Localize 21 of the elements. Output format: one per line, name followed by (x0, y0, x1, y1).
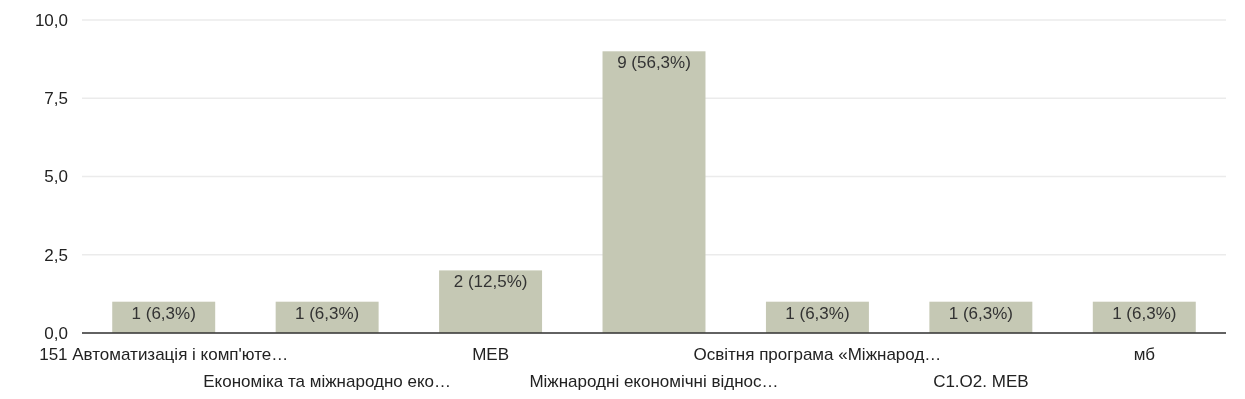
y-tick-label: 5,0 (44, 167, 68, 187)
x-tick-label: С1.О2. МЕВ (933, 372, 1029, 391)
x-tick-label: МЕВ (472, 345, 509, 364)
x-tick-label: Економіка та міжнародно еко… (203, 372, 452, 391)
y-tick-label: 10,0 (34, 10, 68, 30)
data-label: 1 (6,3%) (948, 303, 1013, 323)
y-tick-label: 0,0 (44, 323, 68, 343)
bar (439, 270, 543, 333)
x-tick-label: Міжнародні економічні віднос… (529, 372, 779, 391)
data-label: 9 (56,3%) (617, 53, 691, 73)
y-tick-label: 7,5 (44, 89, 68, 109)
y-tick-label: 2,5 (44, 245, 68, 265)
data-label: 1 (6,3%) (1112, 303, 1177, 323)
x-tick-label: мб (1133, 345, 1156, 364)
x-tick-label: Освітня програма «Міжнарод… (693, 345, 942, 364)
data-label: 2 (12,5%) (453, 272, 528, 292)
bar (602, 51, 706, 333)
data-label: 1 (6,3%) (295, 303, 360, 323)
x-tick-label: 151 Автоматизація і комп'юте… (39, 345, 289, 364)
data-label: 1 (6,3%) (131, 303, 196, 323)
data-label: 1 (6,3%) (785, 303, 850, 323)
